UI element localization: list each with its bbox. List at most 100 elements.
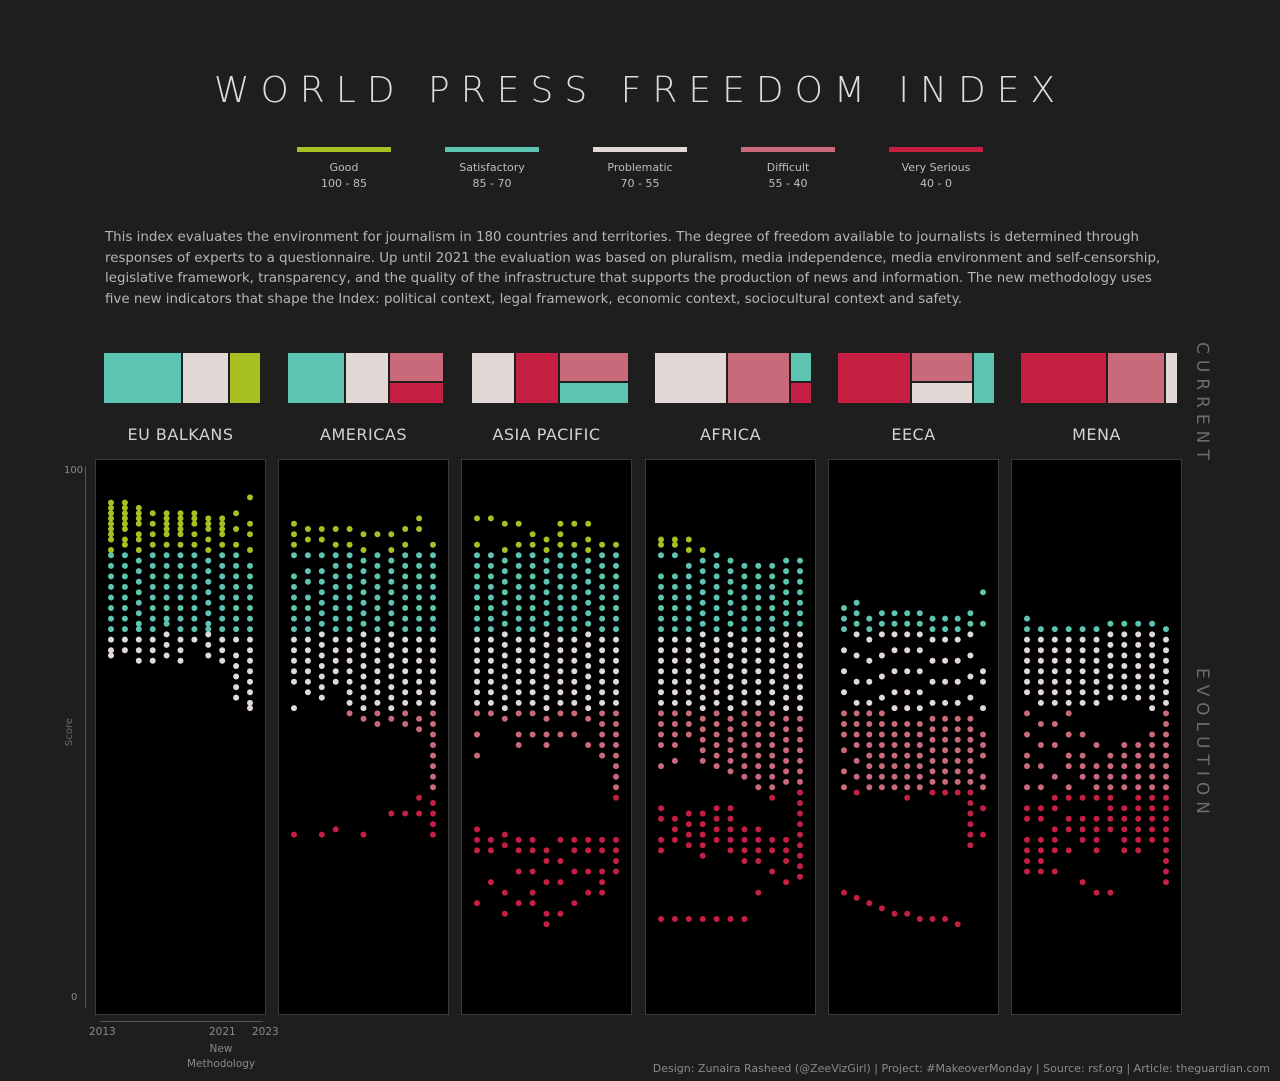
data-point <box>685 668 692 675</box>
data-point <box>543 652 550 659</box>
data-point <box>878 742 885 748</box>
data-point <box>599 889 606 896</box>
data-point <box>713 626 720 633</box>
data-point <box>585 610 592 617</box>
data-point <box>515 573 522 580</box>
data-point <box>543 620 550 627</box>
data-point <box>599 731 606 738</box>
data-point <box>1093 742 1100 748</box>
data-point <box>571 605 578 611</box>
data-point <box>163 526 170 532</box>
data-point <box>699 652 706 659</box>
data-point <box>571 731 578 738</box>
data-point <box>571 636 578 643</box>
data-point <box>613 731 619 738</box>
data-point <box>713 916 720 922</box>
data-point <box>388 620 395 627</box>
data-point <box>916 742 923 748</box>
data-point <box>108 504 114 511</box>
data-point <box>121 562 128 569</box>
data-point <box>1121 763 1128 770</box>
data-point <box>474 699 480 706</box>
data-point <box>1135 836 1142 843</box>
data-point <box>866 784 873 791</box>
data-point <box>219 583 226 590</box>
data-point <box>233 594 240 601</box>
data-point <box>360 715 367 722</box>
data-point <box>374 721 381 727</box>
data-point <box>1079 689 1086 696</box>
data-point <box>501 715 508 722</box>
data-point <box>233 562 240 569</box>
data-point <box>727 694 734 701</box>
data-point <box>1093 678 1100 685</box>
data-point <box>191 515 198 522</box>
data-point <box>318 663 325 669</box>
data-point <box>515 731 522 738</box>
data-point <box>121 526 128 532</box>
data-point <box>543 847 550 854</box>
data-point <box>529 626 536 633</box>
data-point <box>1163 710 1169 717</box>
data-point <box>501 694 508 701</box>
data-point <box>219 541 226 548</box>
y-axis-line <box>85 466 86 1008</box>
data-point <box>685 657 692 664</box>
data-point <box>388 531 395 538</box>
data-point <box>233 626 240 633</box>
data-point <box>402 810 409 817</box>
data-point <box>416 810 423 817</box>
data-point <box>1065 689 1072 696</box>
data-point <box>1037 784 1044 791</box>
data-point <box>430 626 436 633</box>
data-point <box>543 921 550 928</box>
data-point <box>967 842 974 849</box>
data-point <box>304 678 311 685</box>
data-point <box>1107 752 1114 759</box>
data-point <box>501 673 508 680</box>
data-point <box>135 626 142 633</box>
data-point <box>332 594 339 601</box>
data-point <box>942 768 949 775</box>
data-point <box>658 731 664 738</box>
data-point <box>374 594 381 601</box>
data-point <box>557 678 564 685</box>
data-point <box>149 510 156 517</box>
data-point <box>515 699 522 706</box>
data-point <box>1107 889 1114 896</box>
data-point <box>1107 694 1114 701</box>
data-point <box>1121 663 1128 669</box>
data-point <box>1121 631 1128 638</box>
data-point <box>878 905 885 912</box>
data-point <box>741 562 748 569</box>
data-point <box>1107 641 1114 648</box>
data-point <box>1079 826 1086 833</box>
data-point <box>769 710 776 717</box>
data-point <box>1107 673 1114 680</box>
data-point <box>783 757 790 764</box>
data-point <box>954 789 961 796</box>
region-name-africa: AFRICA <box>699 425 762 444</box>
data-point <box>671 815 678 822</box>
data-point <box>346 626 353 633</box>
data-point <box>1037 721 1044 727</box>
data-point <box>783 715 790 722</box>
data-point <box>318 631 325 638</box>
data-point <box>755 562 762 569</box>
data-point <box>1121 742 1128 748</box>
x-axis-start: 2013 <box>89 1026 116 1038</box>
data-point <box>1093 889 1100 896</box>
data-point <box>304 536 311 543</box>
data-point <box>755 763 762 770</box>
data-point <box>954 615 961 622</box>
data-point <box>121 510 128 517</box>
data-point <box>1163 721 1169 727</box>
data-point <box>529 583 536 590</box>
data-point <box>1163 826 1169 833</box>
data-point <box>205 652 212 659</box>
data-point <box>177 657 184 664</box>
data-point <box>163 541 170 548</box>
data-point <box>967 726 974 733</box>
data-point <box>571 583 578 590</box>
data-point <box>360 547 367 553</box>
